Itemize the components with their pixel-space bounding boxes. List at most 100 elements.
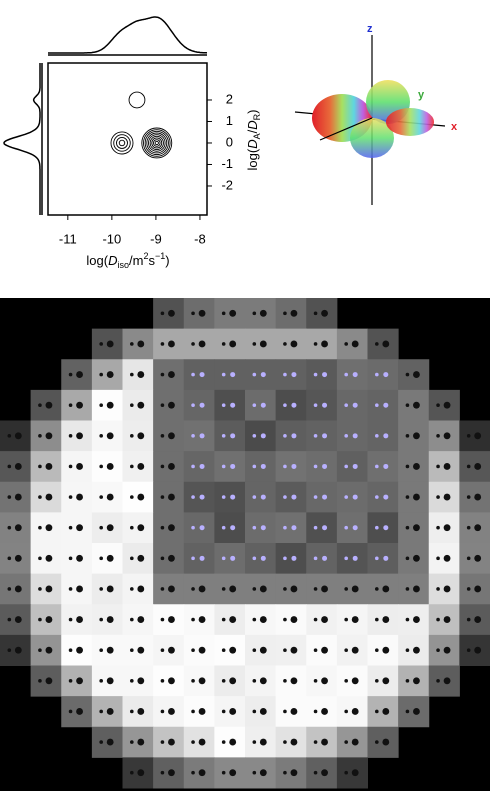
voxel-dot	[351, 585, 359, 593]
voxel-dot	[313, 679, 318, 683]
voxel-dot	[191, 740, 195, 744]
voxel-dot	[252, 556, 257, 561]
voxel-dot	[344, 740, 348, 744]
voxel-dot	[344, 770, 348, 775]
voxel-dot	[168, 554, 175, 562]
label-part: −1	[155, 251, 165, 261]
voxel-dot	[413, 524, 420, 532]
voxel-dot	[375, 403, 379, 407]
voxel-dot	[321, 677, 328, 685]
voxel-dot	[191, 342, 195, 346]
voxel-dot	[45, 616, 53, 623]
voxel-dot	[260, 525, 266, 531]
voxel-dot	[383, 402, 389, 408]
voxel-dot	[313, 342, 318, 346]
voxel	[367, 420, 399, 452]
voxel-dot	[137, 708, 145, 715]
voxel-dot	[160, 770, 165, 775]
voxel-dot	[230, 463, 236, 469]
voxel-dot	[45, 401, 53, 409]
voxel-dot	[99, 587, 103, 591]
voxel-dot	[283, 648, 287, 652]
voxel-dot	[38, 587, 42, 591]
voxel-dot	[322, 463, 328, 469]
voxel-dot	[405, 709, 410, 714]
voxel-dot	[14, 554, 22, 562]
voxel	[367, 451, 399, 483]
voxel	[245, 481, 277, 513]
voxel-dot	[321, 340, 328, 348]
contour-ring	[116, 137, 128, 149]
contour-ring	[113, 134, 131, 152]
voxel-dot	[474, 493, 482, 501]
voxel	[214, 389, 246, 421]
label-part: iso	[117, 260, 129, 270]
label-part: log(	[86, 253, 108, 268]
voxel-dot	[45, 524, 53, 532]
voxel-dot	[405, 679, 410, 683]
voxel-dot	[38, 434, 42, 438]
voxel-dot	[252, 311, 257, 316]
voxel-dot	[413, 554, 420, 562]
voxel-dot	[322, 555, 328, 561]
voxel	[367, 359, 399, 391]
voxel-dot	[313, 525, 318, 530]
voxel-dot	[199, 494, 205, 500]
voxel-dot	[291, 555, 297, 561]
voxel-dot	[466, 525, 471, 530]
voxel	[214, 420, 246, 452]
voxel-dot	[38, 495, 42, 499]
voxel-dot	[313, 648, 318, 652]
voxel-dot	[106, 463, 114, 470]
voxel-dot	[168, 585, 175, 593]
voxel-dot	[137, 463, 145, 470]
voxel-dot	[352, 402, 358, 408]
voxel-dot	[99, 740, 103, 744]
y-tick-label: 2	[226, 91, 233, 106]
voxel-dot	[191, 464, 195, 469]
voxel-dot	[99, 617, 103, 622]
voxel-dot	[252, 709, 257, 714]
voxel-dot	[168, 309, 175, 317]
voxel-dot	[322, 494, 328, 500]
voxel-dot	[405, 648, 410, 652]
voxel-dot	[466, 495, 471, 499]
voxel-dot	[137, 677, 145, 685]
voxel-dot	[199, 463, 205, 469]
label-part: D	[245, 120, 260, 129]
voxel-dot	[99, 525, 103, 530]
voxel-dot	[230, 372, 236, 378]
voxel-dot	[106, 738, 114, 746]
voxel-dot	[168, 738, 175, 746]
label-part: R	[252, 113, 262, 120]
voxel-dot	[290, 646, 298, 654]
voxel-dot	[229, 585, 237, 593]
contour-ring	[146, 132, 168, 154]
voxel-dot	[130, 403, 134, 407]
voxel-dot	[351, 340, 359, 348]
voxel-dot	[160, 403, 165, 407]
voxel-dot	[344, 648, 348, 652]
voxel-dot	[352, 372, 358, 378]
voxel-dot	[351, 646, 359, 654]
voxel-dot	[7, 495, 12, 499]
voxel	[275, 389, 307, 421]
contour-ring	[144, 130, 169, 156]
voxel-dot	[229, 769, 237, 777]
voxel-dot	[137, 524, 145, 532]
voxel-dot	[191, 709, 195, 714]
voxel-dot	[344, 556, 348, 561]
y-tick-label: 1	[226, 113, 233, 128]
voxel-dot	[321, 738, 328, 746]
voxel-dot	[168, 708, 175, 715]
glyph-axis-label: z	[367, 23, 373, 35]
voxel-dot	[168, 432, 175, 440]
voxel-dot	[436, 434, 440, 438]
voxel-dot	[466, 464, 471, 469]
voxel-dot	[99, 434, 103, 438]
voxel-dot	[283, 372, 287, 377]
voxel	[183, 543, 215, 575]
voxel-dot	[344, 464, 348, 469]
voxel-dot	[99, 648, 103, 652]
voxel-dot	[375, 556, 379, 561]
